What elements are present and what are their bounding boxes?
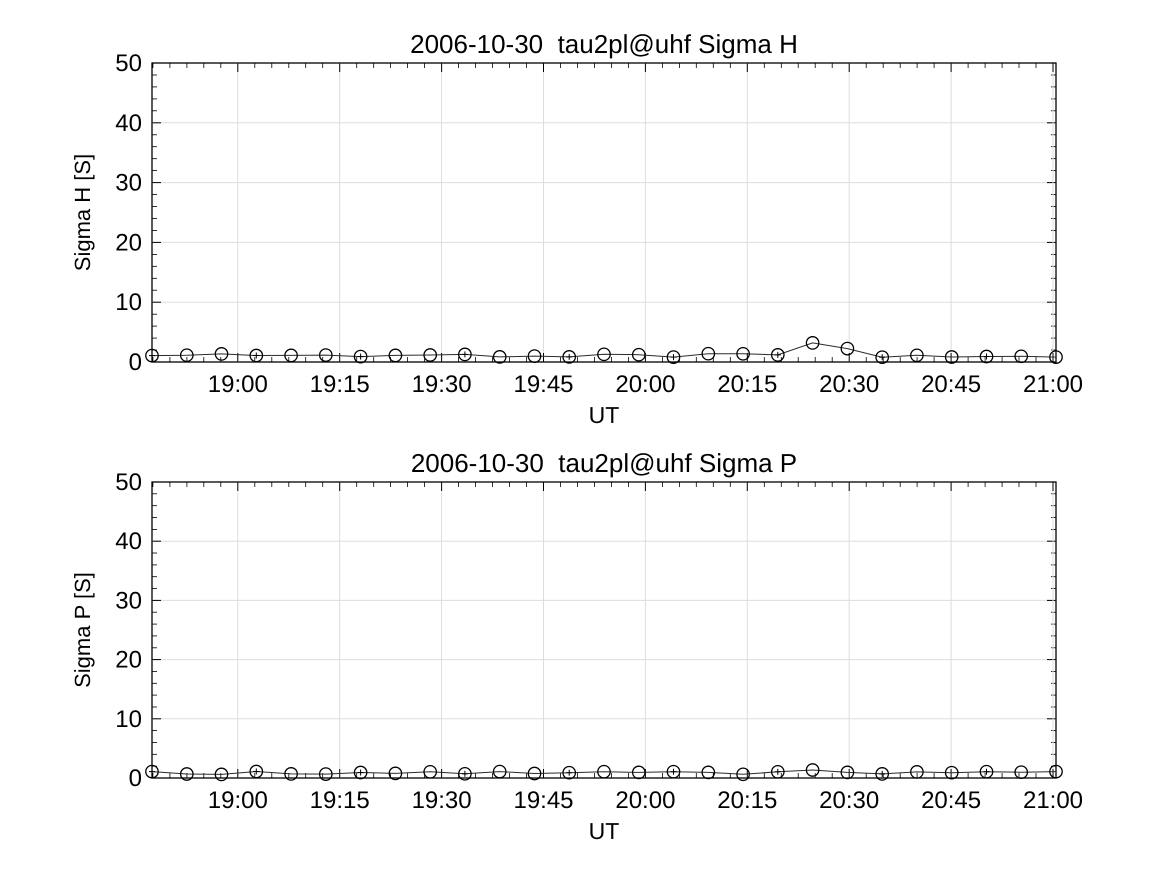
svg-text:19:15: 19:15 [310,371,370,398]
svg-text:30: 30 [115,587,142,614]
svg-text:19:00: 19:00 [208,371,268,398]
svg-text:2006-10-30 tau2pl@uhf Sigma H: 2006-10-30 tau2pl@uhf Sigma H [410,29,798,59]
svg-text:10: 10 [115,289,142,316]
svg-text:21:00: 21:00 [1023,371,1083,398]
svg-text:19:00: 19:00 [208,787,268,814]
svg-text:20: 20 [115,229,142,256]
svg-text:19:30: 19:30 [412,787,472,814]
svg-text:20: 20 [115,647,142,674]
svg-text:0: 0 [129,349,142,376]
svg-text:20:15: 20:15 [717,787,777,814]
svg-text:50: 50 [115,469,142,496]
svg-text:20:45: 20:45 [921,371,981,398]
svg-text:2006-10-30 tau2pl@uhf Sigma P: 2006-10-30 tau2pl@uhf Sigma P [411,448,797,478]
svg-text:20:00: 20:00 [615,787,675,814]
svg-text:UT: UT [589,402,620,428]
svg-text:40: 40 [115,110,142,137]
svg-text:0: 0 [129,765,142,792]
svg-text:20:30: 20:30 [819,787,879,814]
svg-text:UT: UT [589,818,620,844]
svg-text:20:30: 20:30 [819,371,879,398]
svg-text:19:15: 19:15 [310,787,370,814]
svg-text:19:45: 19:45 [513,371,573,398]
svg-text:40: 40 [115,528,142,555]
svg-text:20:15: 20:15 [717,371,777,398]
svg-text:20:00: 20:00 [615,371,675,398]
svg-text:Sigma P [S]: Sigma P [S] [70,572,95,688]
svg-text:Sigma H [S]: Sigma H [S] [70,154,95,271]
svg-text:19:30: 19:30 [412,371,472,398]
svg-text:10: 10 [115,706,142,733]
svg-text:20:45: 20:45 [921,787,981,814]
svg-text:50: 50 [115,50,142,77]
svg-text:19:45: 19:45 [513,787,573,814]
svg-text:21:00: 21:00 [1023,787,1083,814]
svg-text:30: 30 [115,170,142,197]
